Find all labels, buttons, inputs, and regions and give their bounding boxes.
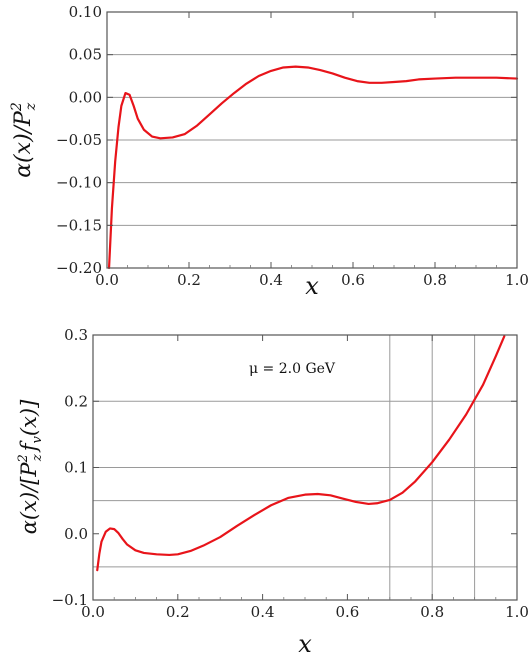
y-tick-label: −0.05 xyxy=(56,131,102,149)
top-chart-series-line xyxy=(107,65,519,270)
y-tick-label: −0.10 xyxy=(56,174,102,192)
ylabel-part-x: x xyxy=(17,500,41,512)
x-tick-label: 0.6 xyxy=(335,603,359,621)
ylabel-part-v: v xyxy=(30,436,45,444)
y-tick-label: 0.2 xyxy=(64,392,88,410)
y-tick-label: 0.0 xyxy=(64,525,88,543)
bottom-chart-ylabel-group: α(x)/[P2zfv(x)] xyxy=(16,399,45,534)
top-chart-grid xyxy=(106,12,517,268)
ylabel-part-P: P xyxy=(11,110,36,127)
top-chart-xlabel-group: x xyxy=(305,272,319,300)
ylabel-part-x: x xyxy=(11,141,36,154)
bottom-chart-annotation: μ = 2.0 GeV xyxy=(249,361,336,377)
y-tick-label: 0.05 xyxy=(69,46,102,64)
x-tick-label: 0.6 xyxy=(341,271,365,289)
top-chart: 0.0 0.2 0.4 0.6 0.8 1.0 −0.20 −0.15 −0.10 −0.05 0.… xyxy=(9,3,529,300)
x-tick-label: 0.8 xyxy=(423,271,447,289)
top-chart-xlabel: x xyxy=(305,272,319,300)
ylabel-part-alpha: α( xyxy=(11,154,36,178)
ylabel-part-slash: )/ xyxy=(11,123,36,143)
ylabel-part-slash: )/[ xyxy=(17,476,41,501)
ylabel-part-P: P xyxy=(17,462,41,478)
ylabel-part-sup: 2 xyxy=(9,102,25,112)
y-tick-label: −0.15 xyxy=(56,216,102,234)
x-tick-label: 1.0 xyxy=(505,603,529,621)
ylabel-part-arg: (x)] xyxy=(17,399,41,436)
x-tick-label: 1.0 xyxy=(505,271,529,289)
x-tick-label: 0.4 xyxy=(251,603,275,621)
y-tick-label: 0.10 xyxy=(69,3,102,21)
top-chart-ylabel: α(x)/P2z xyxy=(9,102,39,178)
ylabel-part-f: f xyxy=(17,440,41,453)
x-tick-label: 0.8 xyxy=(420,603,444,621)
bottom-chart-ylabel: α(x)/[P2zfv(x)] xyxy=(16,399,45,534)
bottom-chart-grid xyxy=(93,335,517,600)
top-chart-ticks: 0.0 0.2 0.4 0.6 0.8 1.0 −0.20 −0.15 −0.10 −0.05 0.… xyxy=(56,3,529,289)
top-chart-ylabel-group: α(x)/P2z xyxy=(9,102,39,178)
bottom-chart-ticks: 0.0 0.2 0.4 0.6 0.8 1.0−0.10.00.10.20.3 xyxy=(52,326,529,621)
y-tick-label: −0.20 xyxy=(56,259,102,277)
ylabel-part-alpha: α( xyxy=(17,511,41,534)
bottom-chart-series-line xyxy=(96,335,506,572)
x-tick-label: 0.4 xyxy=(259,271,283,289)
ylabel-part-sub: z xyxy=(30,454,45,462)
bottom-chart: 0.0 0.2 0.4 0.6 0.8 1.0−0.10.00.10.20.3 μ = 2… xyxy=(16,326,529,658)
y-tick-label: 0.00 xyxy=(69,88,102,106)
ylabel-part-sup: 2 xyxy=(16,454,31,463)
x-tick-label: 0.2 xyxy=(177,271,201,289)
x-tick-label: 0.0 xyxy=(95,271,119,289)
ylabel-part-sub: z xyxy=(23,102,39,111)
x-tick-label: 0.0 xyxy=(81,603,105,621)
y-tick-label: −0.1 xyxy=(52,591,88,609)
bottom-chart-xlabel: x xyxy=(298,630,312,658)
bottom-chart-xlabel-group: x xyxy=(298,630,312,658)
y-tick-label: 0.1 xyxy=(64,459,88,477)
y-tick-label: 0.3 xyxy=(64,326,88,344)
x-tick-label: 0.2 xyxy=(166,603,190,621)
